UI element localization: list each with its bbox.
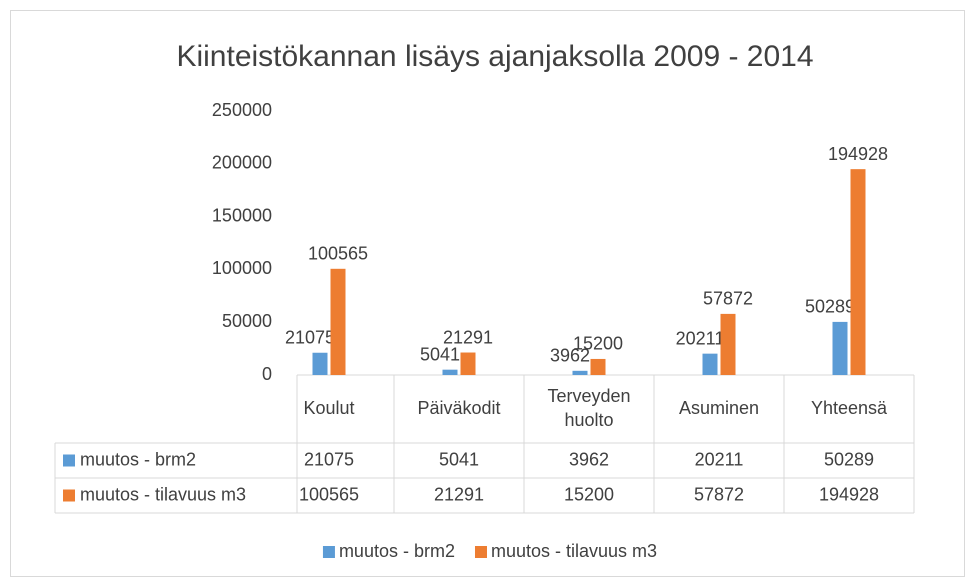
- table-series-name: muutos - tilavuus m3: [80, 484, 246, 504]
- bar: [312, 352, 328, 375]
- data-label: 100565: [308, 244, 368, 264]
- data-label: 3962: [550, 346, 590, 366]
- table-cell: 21291: [434, 484, 484, 504]
- y-tick-label: 200000: [212, 153, 272, 173]
- data-label: 57872: [703, 289, 753, 309]
- table-cell: 3962: [569, 449, 609, 469]
- x-tick-label: Päiväkodit: [417, 398, 500, 418]
- data-label: 15200: [573, 334, 623, 354]
- bar: [720, 313, 736, 375]
- y-tick-label: 100000: [212, 258, 272, 278]
- table-cell: 21075: [304, 449, 354, 469]
- table-legend-key: [63, 489, 75, 502]
- table-series-name: muutos - brm2: [80, 449, 196, 469]
- table-cell: 20211: [695, 449, 744, 469]
- y-tick-label: 250000: [212, 100, 272, 120]
- bar: [702, 353, 718, 375]
- bar: [460, 352, 476, 375]
- chart-frame: [10, 10, 965, 577]
- table-cell: 100565: [299, 484, 359, 504]
- table-cell: 5041: [439, 449, 479, 469]
- x-tick-label: Terveyden huolto: [547, 386, 630, 430]
- data-label: 50289: [805, 297, 855, 317]
- table-cell: 194928: [819, 484, 879, 504]
- table-cell: 15200: [564, 484, 614, 504]
- table-cell: 50289: [824, 449, 874, 469]
- bar: [442, 369, 458, 375]
- data-label: 21075: [285, 327, 335, 347]
- data-label: 21291: [443, 327, 493, 347]
- chart-title: Kiinteistökannan lisäys ajanjaksolla 200…: [176, 40, 813, 73]
- table-legend-key: [63, 454, 75, 467]
- x-tick-label: Yhteensä: [811, 398, 888, 418]
- legend-key: [322, 546, 335, 558]
- bar: [330, 268, 346, 375]
- data-label: 194928: [828, 144, 888, 164]
- y-tick-label: 50000: [222, 311, 272, 331]
- x-tick-label: Koulut: [303, 398, 354, 418]
- data-label: 20211: [676, 328, 725, 348]
- bar: [590, 358, 606, 375]
- data-label: 5041: [420, 344, 460, 364]
- bar: [850, 169, 866, 375]
- legend-key: [474, 546, 487, 558]
- table-cell: 57872: [694, 484, 744, 504]
- bar: [832, 321, 848, 375]
- y-tick-label: 0: [262, 364, 272, 384]
- legend-label: muutos - tilavuus m3: [491, 541, 657, 561]
- bar: [572, 370, 588, 375]
- x-tick-label: Asuminen: [679, 398, 759, 418]
- y-tick-label: 150000: [212, 205, 272, 225]
- legend-label: muutos - brm2: [339, 541, 455, 561]
